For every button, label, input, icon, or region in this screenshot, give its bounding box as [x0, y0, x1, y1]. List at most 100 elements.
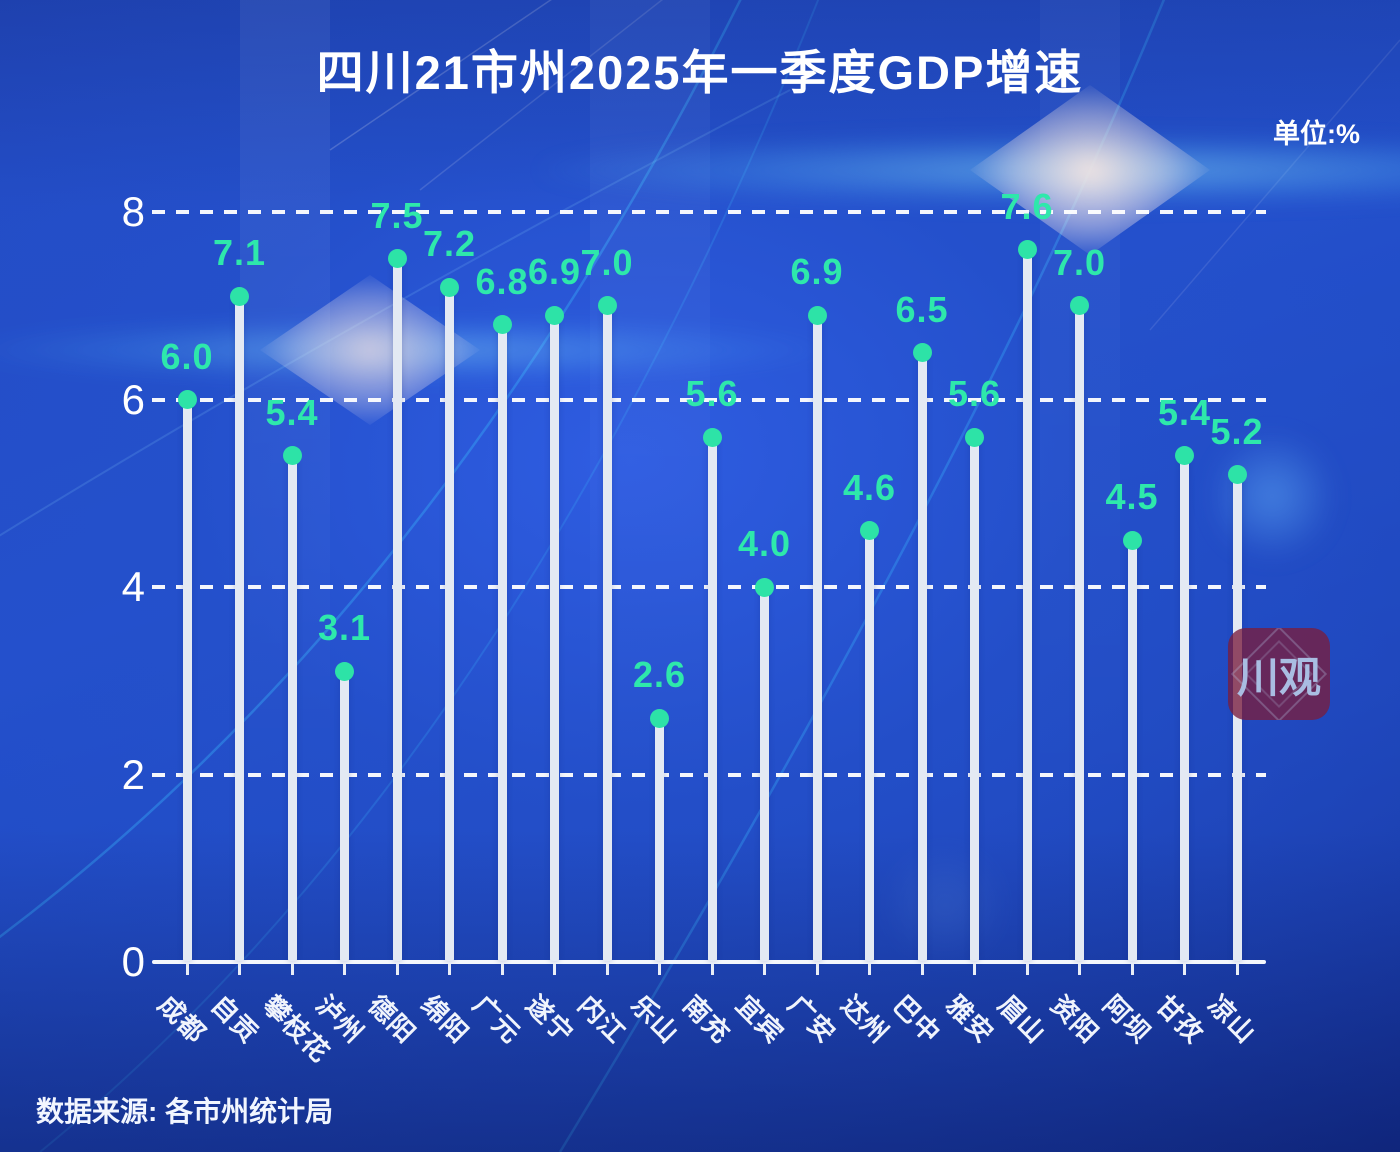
x-axis-tick	[1183, 964, 1186, 975]
lollipop-stem	[917, 352, 927, 961]
lollipop-dot	[1122, 530, 1142, 550]
lollipop-dot	[230, 286, 249, 306]
x-axis-label: 南充	[677, 989, 737, 1049]
x-axis-label: 乐山	[624, 989, 685, 1049]
lollipop-stem	[235, 296, 244, 961]
x-axis-label: 达州	[834, 989, 895, 1049]
value-label: 6.8	[475, 260, 529, 302]
value-label: 5.4	[265, 391, 319, 433]
lollipop-dot	[755, 577, 774, 597]
lollipop-dot	[335, 661, 354, 681]
lollipop-dot	[965, 427, 984, 447]
gridline	[152, 397, 1266, 402]
gridline	[152, 210, 1266, 214]
lollipop-dot	[597, 296, 617, 316]
x-axis-tick	[763, 964, 766, 975]
x-axis-tick	[1235, 964, 1239, 975]
lollipop-stem	[602, 305, 612, 961]
value-label: 2.6	[632, 654, 687, 696]
watermark-text: 川观	[1236, 655, 1321, 702]
value-label: 7.0	[1052, 241, 1107, 283]
x-axis-tick	[238, 964, 241, 975]
lollipop-dot	[1175, 446, 1194, 466]
x-axis-label: 巴中	[887, 989, 947, 1049]
x-axis-tick	[868, 964, 871, 975]
lollipop-stem	[1180, 455, 1189, 961]
x-axis-tick	[1025, 964, 1029, 975]
lollipop-stem	[287, 455, 297, 961]
x-axis-label: 资阳	[1044, 989, 1105, 1049]
y-axis-tick-label: 6	[121, 375, 145, 423]
value-label: 4.0	[737, 523, 792, 564]
lollipop-dot	[177, 390, 197, 409]
x-axis-tick	[605, 964, 609, 975]
value-label: 6.9	[527, 251, 582, 293]
lollipop-dot	[1070, 296, 1089, 316]
value-label: 4.5	[1105, 476, 1159, 518]
lollipop-stem	[1127, 540, 1137, 961]
lollipop-dot	[807, 305, 827, 325]
x-axis-tick	[395, 964, 399, 975]
y-axis-tick-label: 0	[121, 938, 145, 985]
x-axis-tick	[973, 964, 976, 975]
x-axis-label: 遂宁	[519, 989, 580, 1049]
lollipop-stem	[497, 324, 507, 961]
lollipop-stem	[970, 437, 979, 961]
lollipop-dot	[492, 315, 512, 334]
lollipop-stem	[865, 530, 874, 961]
x-axis-label: 自贡	[204, 989, 265, 1049]
value-label: 7.6	[1000, 185, 1054, 227]
x-axis-tick	[553, 964, 556, 975]
x-axis-label: 雅安	[939, 989, 1000, 1049]
lollipop-stem	[812, 315, 822, 961]
x-axis-tick	[343, 964, 346, 975]
lollipop-stem	[707, 437, 717, 961]
x-axis-tick	[500, 964, 504, 975]
lollipop-dot	[545, 305, 564, 325]
lollipop-stem	[1022, 249, 1032, 961]
x-axis-label: 阿坝	[1097, 989, 1157, 1049]
value-label: 5.2	[1210, 410, 1264, 452]
value-label: 4.6	[842, 466, 897, 508]
x-axis-tick	[710, 964, 714, 975]
x-axis-label: 德阳	[362, 989, 422, 1049]
value-label: 5.6	[685, 373, 739, 414]
x-axis-tick	[1078, 964, 1081, 975]
x-axis-tick	[920, 964, 924, 975]
x-axis-label: 眉山	[992, 989, 1052, 1049]
unit-label: 单位:%	[1273, 119, 1360, 149]
x-axis-label: 绵阳	[414, 989, 475, 1049]
value-label: 6.9	[790, 251, 844, 293]
lollipop-stem	[1075, 305, 1084, 961]
lollipop-dot	[387, 249, 407, 269]
x-axis-label: 凉山	[1202, 989, 1262, 1049]
value-label: 6.0	[160, 335, 214, 377]
x-axis-label: 甘孜	[1149, 989, 1210, 1049]
x-axis-line	[152, 960, 1266, 964]
lollipop-dot	[702, 427, 722, 447]
lollipop-dot	[440, 277, 459, 297]
x-axis-label: 宜宾	[729, 989, 790, 1049]
value-label: 6.5	[895, 288, 949, 330]
lollipop-dot	[1017, 240, 1037, 259]
value-label: 5.6	[947, 373, 1002, 414]
value-label: 7.2	[422, 223, 477, 264]
x-axis-tick	[185, 964, 189, 975]
lollipop-stem	[445, 287, 454, 961]
y-axis-tick-label: 2	[121, 750, 145, 798]
value-label: 7.5	[370, 194, 424, 236]
x-axis-tick	[290, 964, 294, 975]
lollipop-stem	[655, 718, 664, 961]
value-label: 7.0	[580, 241, 634, 283]
x-axis-tick	[448, 964, 451, 975]
lollipop-dot	[650, 708, 669, 728]
lollipop-stem	[760, 587, 769, 961]
watermark-logo: 川观	[1228, 628, 1330, 720]
x-axis-label: 广元	[467, 989, 527, 1049]
lollipop-dot	[1227, 465, 1247, 484]
lollipop-stem	[550, 315, 559, 961]
chart-title: 四川21市州2025年一季度GDP增速	[316, 46, 1084, 99]
x-axis-tick	[658, 964, 661, 975]
